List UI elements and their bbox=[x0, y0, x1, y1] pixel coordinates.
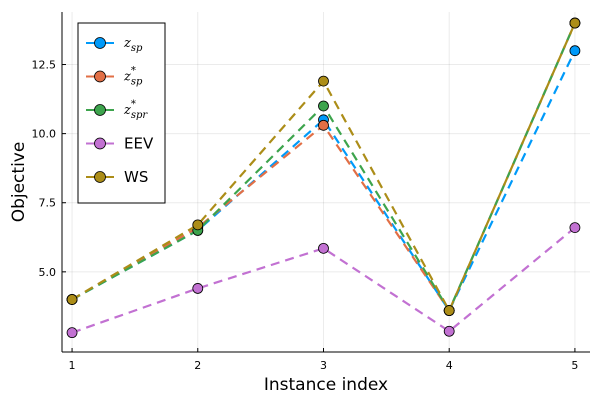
x-tick-label: 3 bbox=[320, 359, 327, 372]
data-point bbox=[318, 119, 329, 131]
legend-entry: WS bbox=[86, 168, 148, 186]
data-point bbox=[443, 325, 455, 337]
legend-entry: z* spr bbox=[86, 99, 148, 121]
data-point bbox=[569, 222, 581, 234]
legend-entry: EEV bbox=[86, 135, 154, 153]
legend-label: zsp bbox=[123, 36, 143, 54]
y-axis-label: Objective bbox=[9, 142, 29, 223]
x-axis-label: Instance index bbox=[264, 375, 388, 395]
y-tick-label: 10.0 bbox=[32, 128, 57, 141]
legend-label-sub: sp bbox=[131, 77, 143, 88]
legend-entry: z* sp bbox=[86, 66, 143, 88]
legend-label-sup: * bbox=[131, 99, 136, 110]
legend-label-sub: spr bbox=[131, 110, 149, 121]
legend-label-main: z bbox=[123, 36, 131, 51]
data-point bbox=[192, 283, 204, 294]
data-point bbox=[318, 100, 329, 112]
x-tick-label: 1 bbox=[69, 359, 76, 372]
series-EEV bbox=[66, 222, 581, 339]
x-tick-label: 4 bbox=[446, 359, 453, 372]
x-tick-label: 2 bbox=[194, 359, 201, 372]
legend-label-sub: sp bbox=[131, 43, 143, 54]
data-point bbox=[66, 327, 78, 339]
legend-label-main: z bbox=[123, 70, 131, 85]
legend-swatch-marker bbox=[94, 171, 106, 183]
y-tick-label: 5.0 bbox=[39, 266, 57, 279]
legend-box bbox=[77, 22, 166, 204]
legend-swatch-marker bbox=[94, 70, 106, 83]
series-layer bbox=[66, 17, 581, 339]
legend-label: z* spr bbox=[123, 99, 148, 121]
x-tick-label: 5 bbox=[571, 359, 578, 372]
data-point bbox=[318, 75, 329, 87]
legend-label-sup: * bbox=[131, 66, 136, 77]
series-WS bbox=[66, 17, 581, 316]
series-line bbox=[71, 226, 576, 334]
legend-label: z* sp bbox=[123, 66, 143, 88]
legend-label: WS bbox=[124, 168, 148, 186]
legend-label: EEV bbox=[124, 135, 154, 153]
data-point bbox=[569, 17, 581, 29]
data-point bbox=[569, 45, 581, 57]
data-point bbox=[318, 242, 329, 254]
data-point bbox=[192, 219, 204, 231]
y-tick-label: 12.5 bbox=[32, 59, 57, 72]
data-point bbox=[443, 305, 455, 316]
legend-swatch-marker bbox=[94, 137, 106, 150]
legend-swatch-marker bbox=[94, 104, 106, 116]
data-point bbox=[66, 294, 78, 305]
y-tick-label: 7.5 bbox=[39, 197, 57, 210]
axes: 1 2 3 4 5 5.0 7.5 10.0 12.5 bbox=[32, 12, 590, 372]
legend-entry: zsp bbox=[86, 36, 143, 54]
legend-swatch-marker bbox=[94, 37, 106, 49]
legend-label-main: z bbox=[123, 103, 131, 118]
